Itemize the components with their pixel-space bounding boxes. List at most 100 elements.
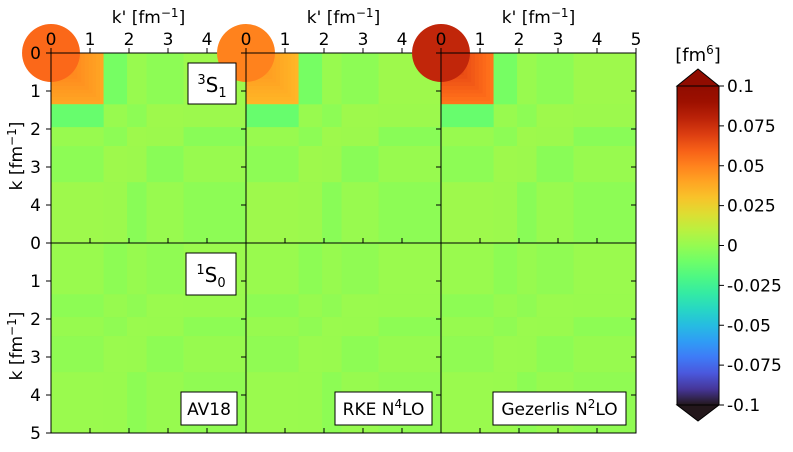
heatmap-cell [536, 104, 574, 128]
x-tick-label: 4 [397, 30, 408, 50]
heatmap-cell [103, 104, 128, 128]
y-tick-label: 5 [30, 424, 41, 444]
heatmap-cell [517, 243, 537, 295]
heatmap-cell [536, 146, 574, 183]
heatmap-cell [573, 317, 636, 337]
colorbar-extend-max [675, 68, 721, 87]
heatmap-cell [103, 294, 128, 318]
heatmap-cell [298, 372, 323, 433]
heatmap-negative-strip [441, 104, 494, 128]
x-tick-label: 0 [241, 30, 252, 50]
heatmap-cell [441, 372, 494, 433]
heatmap-cell [298, 182, 323, 243]
heatmap-cell [493, 104, 518, 128]
heatmap-cell [517, 294, 537, 318]
heatmap-panel-r1-c1 [245, 242, 442, 434]
heatmap-cell [378, 336, 441, 373]
heatmap-cell [536, 336, 574, 373]
heatmap-cell [441, 127, 494, 147]
heatmap-cell [103, 372, 128, 433]
heatmap-cell [146, 336, 184, 373]
heatmap-cell [146, 53, 184, 105]
heatmap-cell [127, 146, 147, 183]
heatmap-cell [183, 146, 246, 183]
heatmap-cell [341, 127, 379, 147]
heatmap-cell [573, 104, 636, 128]
heatmap-negative-strip [493, 53, 518, 105]
heatmap-cell [378, 243, 441, 295]
heatmap-cell [322, 294, 342, 318]
heatmap-cell [493, 146, 518, 183]
heatmap-cell [298, 336, 323, 373]
heatmap-cell [127, 243, 147, 295]
heatmap-cell [127, 53, 147, 105]
heatmap-cell [103, 146, 128, 183]
y-tick-label: 4 [30, 386, 41, 406]
y-tick-label: 0 [30, 44, 41, 64]
x-tick-label: 1 [280, 30, 291, 50]
heatmap-panel-r0-c0 [22, 24, 247, 244]
heatmap-cell [103, 182, 128, 243]
heatmap-cell [536, 53, 574, 105]
heatmap-cell [322, 182, 342, 243]
heatmap-cell [378, 317, 441, 337]
heatmap-cell [441, 336, 494, 373]
x-tick-label: 0 [436, 30, 447, 50]
colorbar-tick-label: -0.1 [727, 396, 760, 416]
heatmap-cell [573, 182, 636, 243]
heatmap-cell [517, 336, 537, 373]
heatmap-cell [246, 182, 299, 243]
colorbar-label: [fm6] [675, 43, 721, 66]
partial-wave-label: 1S0 [196, 263, 225, 291]
heatmap-cell [51, 294, 104, 318]
heatmap-cell [51, 182, 104, 243]
x-tick-label: 3 [358, 30, 369, 50]
colorbar-tick-label: -0.075 [727, 356, 782, 376]
heatmap-panel-r1-c0 [50, 242, 247, 434]
x-tick-label: 3 [163, 30, 174, 50]
heatmap-cell [441, 182, 494, 243]
heatmap-cell [536, 317, 574, 337]
heatmap-cell [103, 336, 128, 373]
heatmap-cell [146, 243, 184, 295]
heatmap-cell [517, 146, 537, 183]
y-tick-label: 1 [30, 272, 41, 292]
heatmap-cell [341, 243, 379, 295]
potential-label-box [180, 391, 238, 426]
x-tick-label: 4 [592, 30, 603, 50]
heatmap-cell [127, 127, 147, 147]
heatmap-grid [22, 24, 637, 434]
heatmap-cell [51, 336, 104, 373]
heatmap-cell [51, 243, 104, 295]
heatmap-cell [146, 294, 184, 318]
heatmap-negative-strip [103, 53, 128, 105]
heatmap-cell [51, 127, 104, 147]
heatmap-cell [183, 294, 246, 318]
heatmap-cell [441, 294, 494, 318]
heatmap-cell [246, 372, 299, 433]
heatmap-cell [573, 243, 636, 295]
colorbar-body [676, 85, 720, 406]
heatmap-cell [536, 182, 574, 243]
heatmap-cell [493, 336, 518, 373]
heatmap-cell [341, 317, 379, 337]
colorbar-tick-label: 0.1 [727, 77, 754, 97]
heatmap-cell [517, 53, 537, 105]
heatmap-cell [183, 336, 246, 373]
y-tick-label: 4 [30, 196, 41, 216]
heatmap-cell [127, 104, 147, 128]
heatmap-cell [298, 146, 323, 183]
heatmap-cell [536, 127, 574, 147]
heatmap-cell [51, 146, 104, 183]
heatmap-cell [341, 182, 379, 243]
heatmap-cell [51, 372, 104, 433]
heatmap-cell [103, 127, 128, 147]
partial-wave-label-box [185, 252, 237, 296]
heatmap-cell [183, 104, 246, 128]
heatmap-cell [298, 127, 323, 147]
x-axis-label: k' [fm−1] [307, 6, 380, 28]
heatmap-cell [493, 182, 518, 243]
colorbar-tick-label: -0.05 [727, 316, 771, 336]
heatmap-cell [322, 53, 342, 105]
